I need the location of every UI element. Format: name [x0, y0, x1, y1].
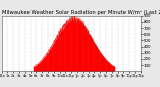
Text: Milwaukee Weather Solar Radiation per Minute W/m² (Last 24 Hours): Milwaukee Weather Solar Radiation per Mi…: [2, 10, 160, 15]
